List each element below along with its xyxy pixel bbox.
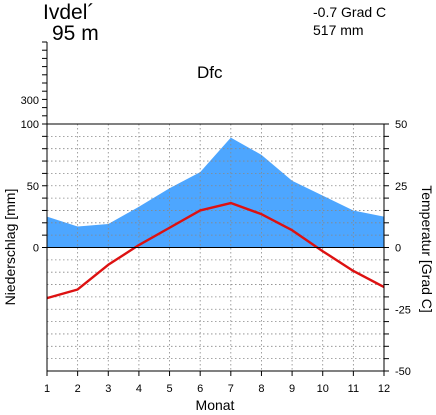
- left-tick-label: 0: [33, 243, 39, 255]
- right-tick-label: 50: [395, 119, 407, 131]
- x-tick-label: 2: [75, 383, 81, 395]
- climate-classification: Dfc: [197, 63, 223, 82]
- annual-precipitation: 517 mm: [313, 22, 364, 38]
- temperature-line-layer: [46, 201, 385, 300]
- right-tick-label: 25: [395, 181, 407, 193]
- station-name: Ivdel´: [43, 1, 94, 24]
- grid-layer: [47, 124, 384, 371]
- x-tick-label: 12: [378, 383, 390, 395]
- x-tick-label: 5: [166, 383, 172, 395]
- right-tick-label: -25: [395, 304, 411, 316]
- x-tick-label: 8: [258, 383, 264, 395]
- left-tick-label: 50: [27, 181, 39, 193]
- left-tick-label-extended: 300: [21, 95, 39, 107]
- right-axis-label: Temperatur [Grad C]: [419, 185, 435, 313]
- x-tick-label: 4: [136, 383, 142, 395]
- station-elevation: 95 m: [52, 22, 99, 45]
- x-tick-label: 6: [197, 383, 203, 395]
- x-tick-label: 7: [228, 383, 234, 395]
- x-tick-label: 9: [289, 383, 295, 395]
- right-tick-label: -50: [395, 366, 411, 378]
- x-tick-label: 1: [44, 383, 50, 395]
- x-tick-label: 3: [105, 383, 111, 395]
- x-tick-label: 11: [348, 383, 359, 395]
- precipitation-area: [47, 137, 384, 248]
- mean-temperature: -0.7 Grad C: [313, 4, 386, 20]
- left-axis-label: Niederschlag [mm]: [2, 189, 18, 306]
- x-tick-label: 10: [317, 383, 329, 395]
- precipitation-area-layer: [47, 137, 384, 248]
- left-tick-label: 100: [21, 119, 39, 131]
- right-tick-label: 0: [395, 243, 401, 255]
- x-axis-label: Monat: [196, 397, 235, 413]
- temperature-line: [46, 201, 385, 300]
